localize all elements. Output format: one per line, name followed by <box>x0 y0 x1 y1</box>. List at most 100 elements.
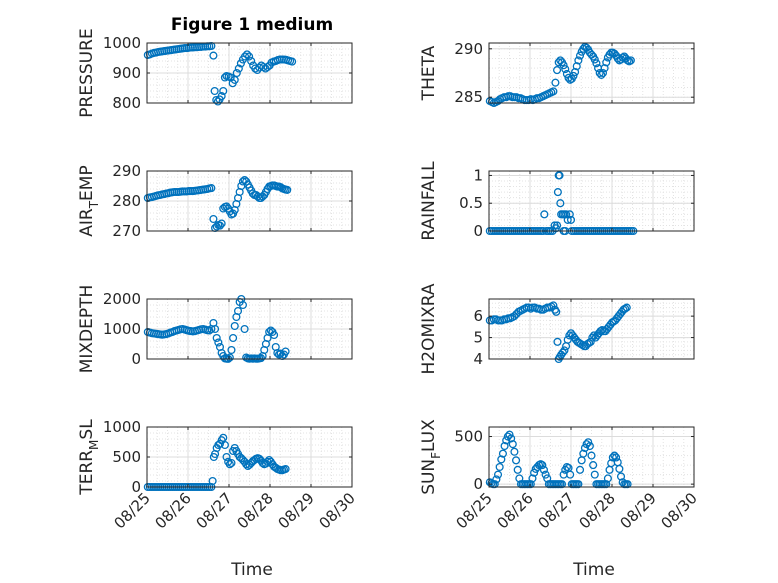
x-tick-label: 08/27 <box>193 489 236 532</box>
data-point <box>626 56 635 65</box>
y-axis-label: THETA <box>419 45 439 101</box>
data-point <box>492 475 501 484</box>
data-point <box>562 210 571 219</box>
y-tick-label: 0 <box>131 350 141 368</box>
data-point <box>574 56 583 65</box>
data-point <box>621 304 630 313</box>
y-axis-label: MIXDEPTH <box>77 285 97 374</box>
y-tick-label: 285 <box>454 88 483 106</box>
data-point <box>225 353 234 362</box>
data-point <box>500 441 509 451</box>
data-point <box>566 215 576 224</box>
x-tick-label: 08/26 <box>152 489 195 532</box>
data-point <box>589 461 598 470</box>
data-point <box>222 452 231 462</box>
y-axis-label: SUNFLUX <box>419 419 443 495</box>
data-point <box>541 470 550 479</box>
data-point <box>263 457 272 466</box>
subplot-rainfall: 0 0.5 1 RAINFALL <box>419 161 695 241</box>
data-point <box>553 221 562 230</box>
data-point <box>538 461 547 470</box>
y-tick-label: 800 <box>112 94 141 112</box>
data-point <box>556 199 565 208</box>
y-tick-label: 290 <box>112 162 141 180</box>
data-point <box>240 324 249 334</box>
data-point <box>588 333 597 342</box>
data-point <box>553 337 562 346</box>
y-axis-label: H2OMIXRA <box>419 283 439 374</box>
data-point <box>215 221 225 230</box>
data-point <box>240 52 250 61</box>
x-tick-label: 08/27 <box>535 489 578 532</box>
data-series <box>485 301 631 364</box>
data-point <box>585 441 594 451</box>
data-point <box>589 331 599 340</box>
data-point <box>557 480 567 489</box>
data-point <box>590 470 599 479</box>
data-point <box>209 51 218 60</box>
data-point <box>234 64 243 73</box>
data-series <box>485 42 635 108</box>
y-tick-label: 5 <box>473 329 483 347</box>
data-point <box>510 312 519 321</box>
y-tick-label: 0 <box>473 475 483 493</box>
data-point <box>555 171 564 180</box>
data-point <box>245 52 254 61</box>
data-point <box>214 338 223 347</box>
data-point <box>258 458 267 468</box>
x-tick-label: 08/30 <box>316 489 359 532</box>
data-point <box>508 440 517 449</box>
data-point <box>623 480 632 489</box>
y-axis-label: RAINFALL <box>419 161 439 241</box>
axes-box <box>488 426 695 488</box>
data-point <box>238 300 247 310</box>
subplot-terr-msl: 0500100008/2508/2608/2708/2808/2908/30TE… <box>77 418 359 532</box>
axes-box <box>488 42 695 104</box>
axes-box <box>488 170 695 232</box>
x-tick-label: 08/28 <box>234 489 277 532</box>
data-series <box>485 430 632 489</box>
data-point <box>553 66 562 75</box>
data-point <box>251 64 260 73</box>
data-point <box>552 307 561 316</box>
data-point <box>217 219 226 228</box>
data-point <box>219 86 228 96</box>
subplot-pressure: 800 900 1000 PRESSURE <box>77 28 353 118</box>
data-point <box>256 354 266 363</box>
data-point <box>230 75 239 84</box>
y-tick-label: 1000 <box>103 418 141 436</box>
data-point <box>281 347 290 356</box>
data-point <box>253 65 262 75</box>
data-point <box>592 59 601 68</box>
x-tick-label: 08/29 <box>617 489 660 532</box>
axes-box <box>488 298 695 360</box>
data-point <box>230 321 239 331</box>
data-point <box>590 55 599 64</box>
data-point <box>220 440 229 450</box>
figure-title: Figure 1 medium <box>171 15 333 35</box>
data-point <box>540 210 549 219</box>
data-point <box>559 61 568 70</box>
data-point <box>288 57 297 66</box>
x-tick-label: 08/25 <box>453 489 496 532</box>
data-point <box>225 460 234 469</box>
subplot-mixdepth: 0 1000 2000 MIXDEPTH <box>77 285 353 374</box>
data-point <box>510 447 519 456</box>
data-point <box>270 330 279 340</box>
data-point <box>575 51 585 60</box>
data-point <box>598 68 608 78</box>
data-point <box>558 348 567 357</box>
data-point <box>539 465 548 474</box>
y-axis-label: PRESSURE <box>77 28 97 117</box>
y-axis-label: AIRTEMP <box>77 165 101 236</box>
y-tick-label: 270 <box>112 222 141 240</box>
data-series <box>143 175 292 233</box>
data-point <box>549 87 558 96</box>
subplot-h2omixra: 4 5 6 H2OMIXRA <box>419 283 695 375</box>
data-point <box>565 331 574 340</box>
data-point <box>212 333 221 343</box>
x-tick-label: 08/29 <box>275 489 318 532</box>
